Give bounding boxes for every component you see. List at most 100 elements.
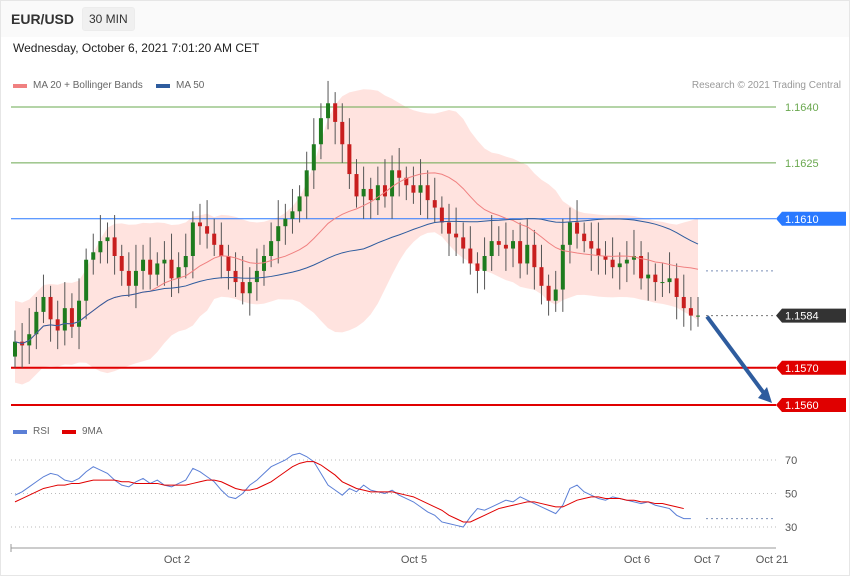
candle — [489, 241, 494, 256]
candle — [624, 259, 629, 264]
candle — [567, 222, 572, 245]
candle — [375, 185, 380, 201]
legend-ma9-swatch — [62, 429, 76, 434]
candle — [382, 185, 387, 197]
candle — [105, 237, 110, 242]
candle — [589, 241, 594, 249]
credit-text: Research © 2021 Trading Central — [691, 80, 841, 91]
candle — [254, 270, 259, 283]
candle — [162, 259, 167, 264]
legend-bb: MA 20 + Bollinger Bands — [13, 80, 143, 91]
forecast-arrow-shaft — [705, 315, 768, 398]
candle — [169, 259, 174, 279]
rsi-tick-70: 70 — [785, 455, 797, 467]
candle — [112, 237, 117, 256]
candle — [297, 196, 302, 212]
candle — [55, 319, 60, 331]
candle — [318, 118, 323, 145]
candle — [13, 341, 17, 357]
legend-ma9: 9MA — [62, 426, 103, 437]
candle — [518, 241, 523, 264]
candle — [582, 233, 587, 242]
legend-rsi: RSI — [13, 426, 50, 437]
level-tag-1.1610 — [776, 211, 846, 226]
datetime-label: Wednesday, October 6, 2021 7:01:20 AM CE… — [13, 41, 260, 55]
candle — [276, 226, 281, 242]
rsi-tick-30: 30 — [785, 522, 797, 534]
candle — [197, 222, 202, 227]
candle — [226, 256, 231, 271]
candle — [546, 285, 551, 301]
legend-rsi-swatch — [13, 429, 27, 434]
candle — [418, 185, 423, 193]
candle — [126, 270, 131, 286]
candle — [688, 308, 693, 316]
candle — [553, 289, 558, 301]
candle — [141, 259, 146, 271]
candle — [247, 282, 252, 294]
candle — [539, 267, 544, 286]
candle — [397, 170, 402, 178]
candle — [262, 256, 267, 271]
candle — [62, 308, 67, 331]
candle — [475, 263, 480, 271]
header-bar — [1, 1, 849, 37]
candle — [596, 248, 601, 256]
candle — [233, 270, 238, 283]
legend-bb-swatch — [13, 83, 27, 88]
candle — [48, 296, 53, 320]
rsi-tick-50: 50 — [785, 489, 797, 501]
candle — [660, 282, 665, 284]
candle — [84, 259, 89, 301]
legend-ma50: MA 50 — [156, 80, 204, 91]
candle — [347, 144, 352, 175]
level-label-1.1625: 1.1625 — [785, 158, 819, 170]
x-tick-oct-2: Oct 2 — [164, 554, 190, 566]
candle — [667, 278, 672, 283]
candle — [190, 222, 195, 256]
candle — [304, 170, 309, 197]
bollinger-band — [15, 89, 698, 385]
level-tag-1.1560 — [776, 398, 846, 412]
candle — [446, 222, 451, 234]
candle — [575, 222, 580, 234]
candle — [91, 252, 96, 260]
candle — [133, 270, 138, 286]
candle — [610, 259, 615, 268]
candle — [340, 121, 345, 145]
candle — [269, 241, 274, 256]
candle — [646, 274, 651, 279]
x-tick-oct-7: Oct 7 — [694, 554, 720, 566]
candle — [390, 170, 395, 197]
candle — [240, 282, 245, 294]
candle — [333, 103, 338, 122]
candle — [69, 308, 74, 327]
candle — [311, 144, 316, 171]
level-label-1.1640: 1.1640 — [785, 102, 819, 114]
candle — [653, 274, 658, 283]
legend-rsi-label: RSI — [33, 426, 50, 437]
timeframe-button[interactable]: 30 MIN — [82, 7, 135, 31]
candle — [176, 267, 181, 279]
ma50-line — [14, 218, 699, 345]
candle — [674, 278, 679, 297]
candle — [603, 256, 608, 260]
candle — [34, 311, 39, 335]
x-tick-oct-21: Oct 21 — [756, 554, 788, 566]
candle — [148, 259, 153, 275]
candle — [432, 200, 437, 208]
candle — [439, 207, 444, 223]
level-label-1.1584: 1.1584 — [785, 311, 819, 323]
candle — [119, 256, 124, 271]
candle — [77, 300, 82, 327]
legend-ma50-swatch — [156, 83, 170, 88]
candle — [411, 185, 416, 193]
candle — [326, 103, 331, 119]
legend-ma9-label: 9MA — [82, 426, 103, 437]
candle — [283, 218, 288, 227]
candle — [155, 263, 160, 275]
candle — [454, 233, 459, 238]
legend-ma50-label: MA 50 — [176, 80, 205, 91]
candle — [290, 211, 295, 219]
